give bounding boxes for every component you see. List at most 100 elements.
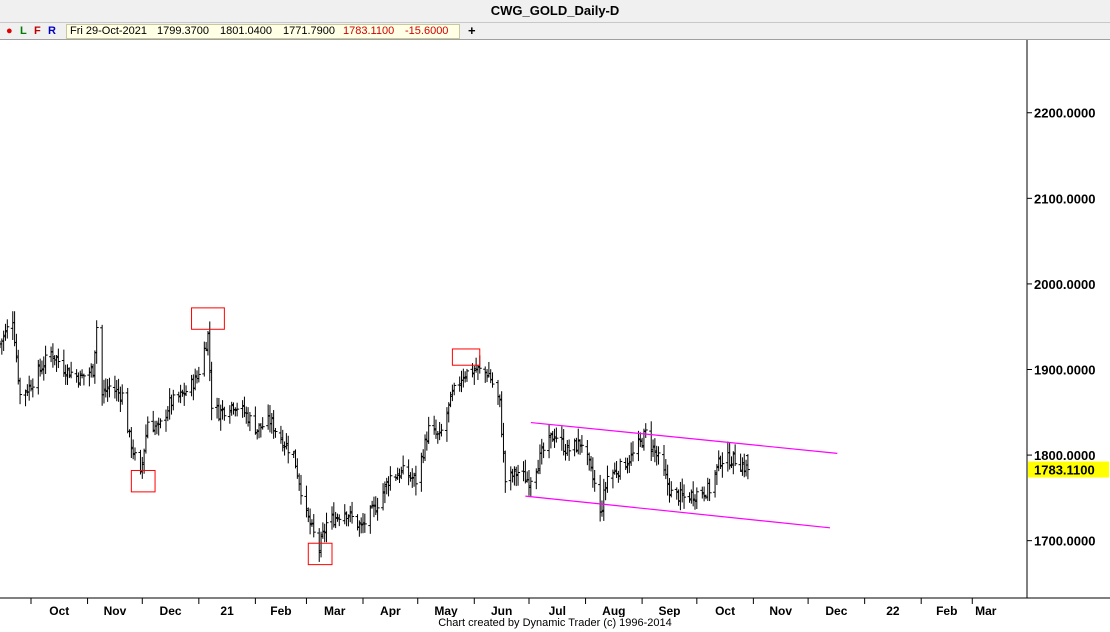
ohlc-bar: [81, 373, 86, 386]
ohlc-bar: [464, 368, 469, 382]
x-tick-label: Oct: [715, 604, 735, 617]
ohlc-bar: [145, 416, 150, 439]
toolbar: ● L F R Fri 29-Oct-2021 1799.3700 1801.0…: [0, 23, 1110, 40]
refresh-button[interactable]: R: [48, 25, 56, 37]
link-button[interactable]: L: [20, 25, 27, 37]
ohlc-bar: [120, 384, 125, 405]
ohlc-bar: [720, 452, 725, 478]
ohlc-bar: [158, 418, 163, 429]
ohlc-bar: [579, 435, 584, 453]
ohlc-bar: [94, 320, 99, 364]
ohlc-bar: [368, 505, 373, 534]
channel-trendline: [530, 421, 838, 454]
ohlc-bar: [171, 389, 176, 411]
pivot-box: [191, 307, 225, 330]
x-tick-label: May: [434, 604, 458, 617]
ohlc-bar: [707, 478, 712, 502]
x-tick-label: Dec: [160, 604, 182, 617]
ohlc-bar: [490, 372, 495, 388]
ohlc-bar: [286, 435, 291, 464]
ohlc-bar: [528, 477, 533, 497]
pivot-box: [451, 348, 481, 366]
ohlc-bar: [733, 444, 738, 467]
ohlc-bar: [5, 319, 10, 339]
ohlc-bar: [643, 423, 648, 438]
ohlc-bar: [413, 465, 418, 496]
ohlc-bar: [196, 366, 201, 383]
x-tick-label: Feb: [936, 604, 957, 617]
y-tick-label: 1900.0000: [1034, 362, 1095, 377]
x-tick-label: Nov: [769, 604, 792, 617]
ohlc-bar: [324, 512, 329, 543]
ohlc-bar: [30, 378, 35, 398]
ohlc-bar: [541, 442, 546, 459]
x-tick-label: 22: [886, 604, 900, 617]
bar-change: -15.6000: [405, 25, 449, 37]
ohlc-bar: [503, 450, 508, 493]
ohlc-bar: [260, 417, 265, 430]
bar-high: 1801.0400: [220, 25, 272, 37]
format-button[interactable]: F: [34, 25, 41, 37]
chart-credit: Chart created by Dynamic Trader (c) 1996…: [438, 617, 672, 629]
ohlc-bar: [43, 345, 48, 374]
y-tick-label: 1700.0000: [1034, 534, 1095, 549]
ohlc-bar: [311, 514, 316, 538]
ohlc-bar: [69, 361, 74, 379]
x-tick-label: Apr: [380, 604, 401, 617]
bar-close: 1783.1100: [343, 25, 395, 37]
ohlc-bar: [350, 501, 355, 524]
ohlc-bar: [630, 441, 635, 462]
y-tick-label: 2100.0000: [1034, 191, 1095, 206]
x-tick-label: Mar: [324, 604, 346, 617]
ohlc-bar: [375, 497, 380, 521]
ohlc-bar: [125, 387, 130, 434]
x-tick-label: Nov: [104, 604, 127, 617]
x-tick-label: Feb: [270, 604, 291, 617]
ohlc-bar: [247, 412, 252, 432]
ohlc-bar: [694, 487, 699, 509]
x-tick-label: Oct: [49, 604, 69, 617]
bar-open: 1799.3700: [157, 25, 209, 37]
ohlc-bar: [452, 382, 457, 396]
last-price-tag: [1028, 461, 1109, 478]
ohlc-bar: [235, 402, 240, 417]
y-tick-label: 2200.0000: [1034, 106, 1095, 121]
ohlc-bar: [592, 469, 597, 492]
ohlc-bar: [554, 427, 559, 443]
x-tick-label: Jun: [491, 604, 512, 617]
bar-low: 1771.7900: [283, 25, 335, 37]
add-icon[interactable]: +: [468, 23, 476, 38]
ohlc-bar: [516, 464, 521, 486]
x-tick-label: Aug: [602, 604, 625, 617]
ohlc-bar: [401, 455, 406, 475]
ohlc-bar: [209, 361, 214, 421]
ohlc-bar: [298, 474, 303, 505]
ohlc-bar: [388, 466, 393, 491]
ohlc-bar: [439, 423, 444, 437]
ohlc-bar: [656, 446, 661, 465]
ohlc-bar: [669, 481, 674, 498]
x-tick-label: Jul: [549, 604, 566, 617]
pivot-box: [307, 542, 333, 566]
ohlc-bar: [56, 348, 61, 369]
status-dot-icon: ●: [6, 25, 13, 37]
ohlc-bar: [426, 416, 431, 444]
y-tick-label: 2000.0000: [1034, 277, 1095, 292]
x-tick-label: Dec: [825, 604, 847, 617]
ohlc-bar: [132, 447, 137, 461]
ohlc-bar: [273, 427, 278, 438]
y-tick-label: 1800.0000: [1034, 448, 1095, 463]
ohlc-bar: [184, 385, 189, 397]
ohlc-bar-last: [745, 454, 750, 480]
ohlc-bar: [18, 377, 23, 405]
ohlc-bar: [107, 377, 112, 398]
ohlc-bar: [618, 458, 623, 480]
ohlc-bar: [682, 484, 687, 509]
x-tick-label: Sep: [658, 604, 680, 617]
x-tick-label: Mar: [975, 604, 997, 617]
bar-date: Fri 29-Oct-2021: [70, 25, 148, 37]
last-price-label: 1783.1100: [1034, 463, 1095, 478]
ohlc-bar: [605, 465, 610, 493]
x-tick-label: 21: [220, 604, 234, 617]
price-chart[interactable]: 1700.0000 1800.0000 1900.0000 2000.0000 2100…: [0, 40, 1110, 617]
